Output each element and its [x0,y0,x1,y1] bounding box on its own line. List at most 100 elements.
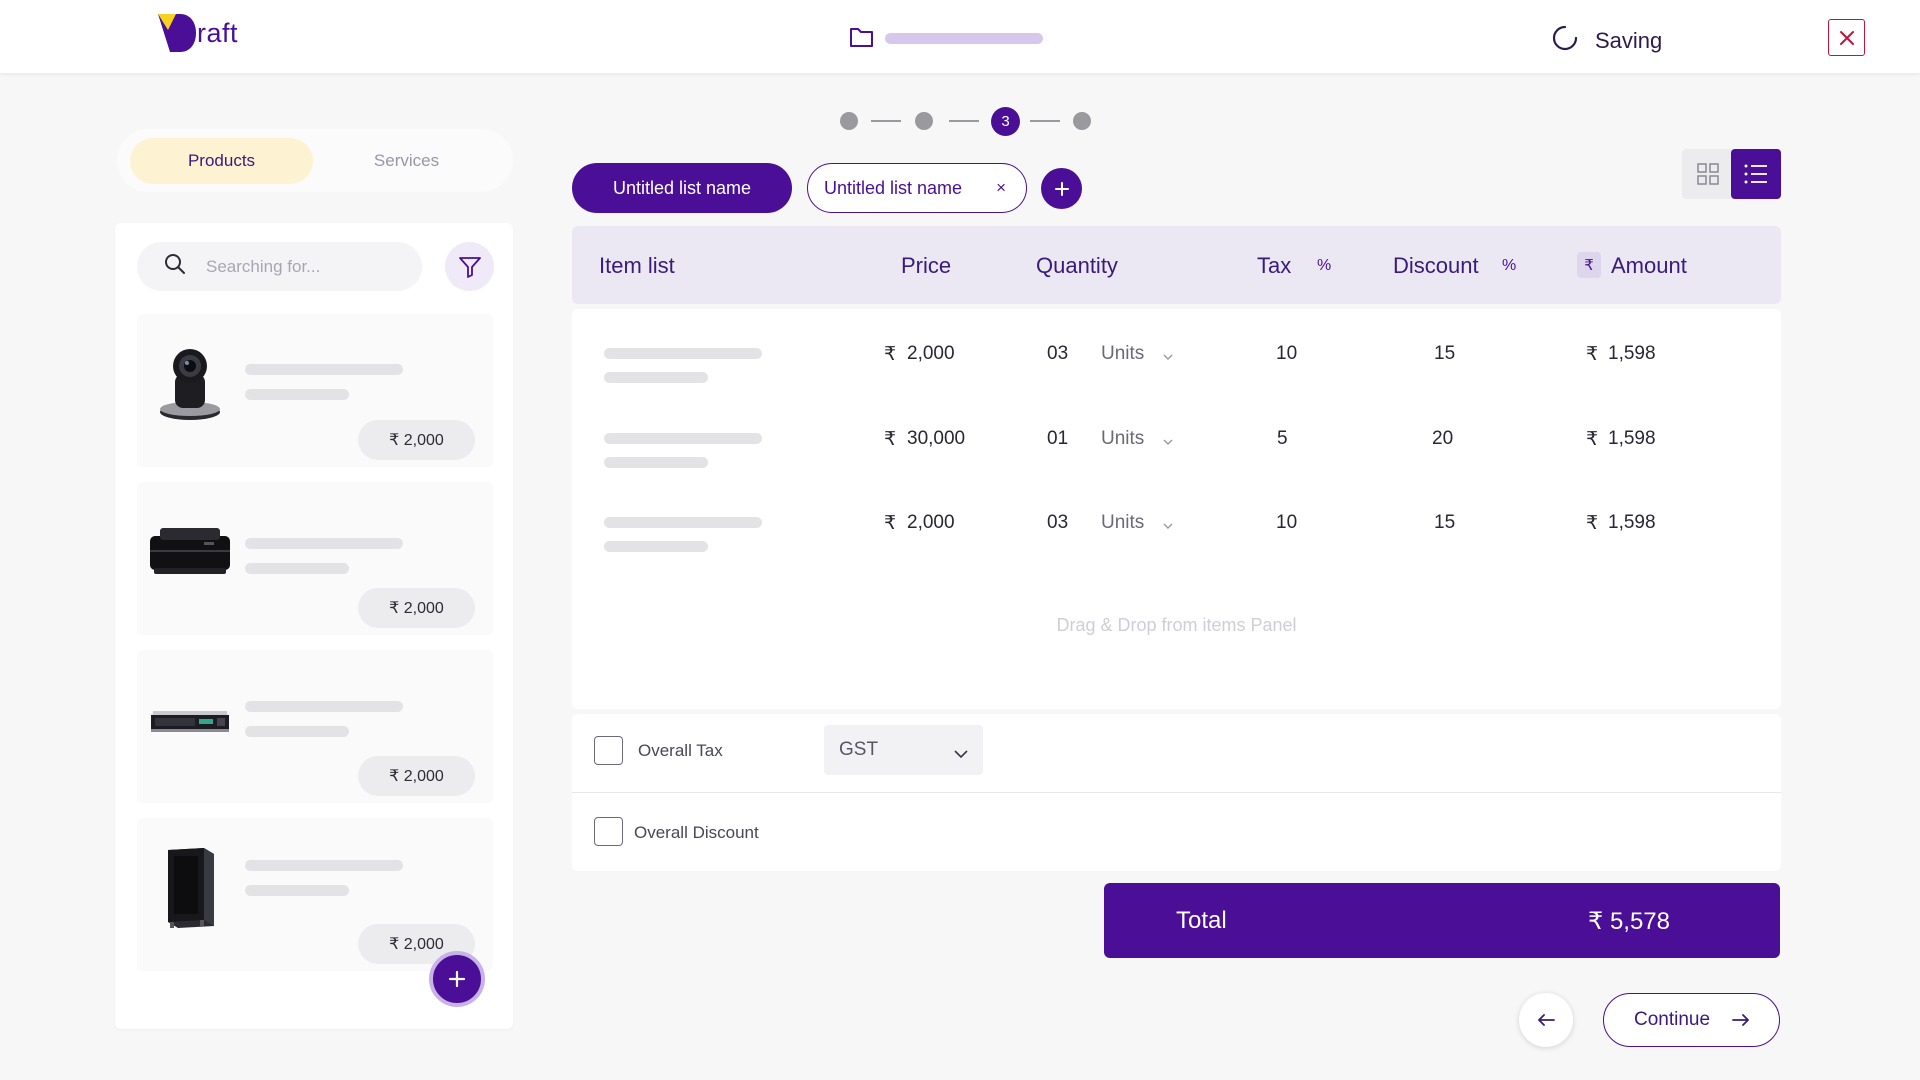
col-item-list: Item list [599,253,675,278]
item-desc-placeholder [604,541,708,552]
overall-settings: Overall Tax GST Overall Discount [572,714,1781,871]
table-row[interactable]: ₹ 2,000 03 Units 10 15 ₹ 1,598 [572,336,1781,396]
step-4[interactable] [1073,112,1091,130]
amount-value: 1,598 [1608,428,1656,449]
total-label: Total [1176,907,1227,934]
logo-mark-icon [156,14,196,52]
product-card[interactable]: ₹ 2,000 [137,650,493,803]
discount-value[interactable]: 15 [1434,343,1456,364]
list-tab-active[interactable]: Untitled list name [572,163,792,213]
list-tab-label: Untitled list name [824,177,963,198]
grid-view-button[interactable] [1682,149,1733,199]
product-card[interactable]: ₹ 2,000 [137,818,493,971]
quantity-value[interactable]: 03 [1047,343,1069,364]
product-desc-placeholder [245,563,349,574]
folder-icon[interactable] [849,26,874,53]
product-card[interactable]: ₹ 2,000 [137,314,493,467]
search-icon [164,253,186,280]
product-desc-placeholder [245,726,349,737]
product-service-tabs: Products Services [117,129,513,192]
table-row[interactable]: ₹ 2,000 03 Units 10 15 ₹ 1,598 [572,505,1781,565]
tax-value[interactable]: 5 [1277,428,1288,449]
logo-text: raft [197,17,239,48]
document-title-placeholder[interactable] [885,33,1043,44]
table-body: ₹ 2,000 03 Units 10 15 ₹ 1,598 ₹ 30,000 … [572,309,1781,709]
drop-zone-hint[interactable]: Drag & Drop from items Panel [1056,615,1297,635]
item-desc-placeholder [604,457,708,468]
list-tab[interactable]: Untitled list name × [807,163,1027,213]
price-value[interactable]: 2,000 [907,512,955,533]
product-name-placeholder [245,701,403,712]
step-1[interactable] [840,112,858,130]
amount-currency: ₹ [1586,344,1599,365]
quantity-value[interactable]: 01 [1047,428,1069,449]
col-discount: Discount [1393,253,1479,278]
arrow-right-icon [1732,1014,1749,1026]
tax-value[interactable]: 10 [1276,343,1298,364]
overall-discount-checkbox[interactable] [594,817,623,846]
price-value[interactable]: 2,000 [907,343,955,364]
remove-list-icon[interactable]: × [996,178,1006,197]
back-button[interactable] [1519,993,1573,1047]
step-connector [1030,120,1060,122]
product-price: ₹ 2,000 [358,756,475,796]
product-card[interactable]: ₹ 2,000 [137,482,493,635]
tax-type-select[interactable]: GST [824,725,983,775]
product-price: ₹ 2,000 [358,420,475,460]
product-desc-placeholder [245,885,349,896]
close-button[interactable] [1828,19,1865,56]
item-name-placeholder [604,348,762,359]
overall-tax-label: Overall Tax [638,741,723,760]
add-list-button[interactable] [1041,168,1082,209]
search-input[interactable] [206,256,396,277]
items-panel: ₹ 2,000 ₹ 2,000 [115,223,513,1029]
total-value: ₹ 5,578 [1588,908,1670,935]
tab-products[interactable]: Products [130,138,313,184]
product-name-placeholder [245,364,403,375]
price-value[interactable]: 30,000 [907,428,966,449]
discount-value[interactable]: 15 [1434,512,1456,533]
table-row[interactable]: ₹ 30,000 01 Units 5 20 ₹ 1,598 [572,421,1781,481]
continue-label: Continue [1634,1009,1711,1030]
product-price: ₹ 2,000 [358,588,475,628]
tax-type-value: GST [839,739,879,760]
step-3-active[interactable]: 3 [991,107,1020,136]
grid-icon [1696,163,1719,185]
price-currency: ₹ [884,429,897,450]
filter-button[interactable] [445,242,494,291]
chevron-down-icon[interactable] [1162,348,1174,366]
unit-select[interactable]: Units [1101,343,1145,364]
filter-icon [458,256,481,278]
spinner-icon [1551,24,1579,57]
rupee-icon: ₹ [1577,252,1601,278]
list-view-button[interactable] [1731,149,1781,199]
col-amount: Amount [1611,253,1687,278]
col-tax: Tax [1257,253,1292,278]
price-currency: ₹ [884,513,897,534]
product-name-placeholder [245,860,403,871]
discount-percent-unit: % [1502,257,1517,274]
quantity-value[interactable]: 03 [1047,512,1069,533]
close-icon [1839,30,1854,45]
overall-tax-checkbox[interactable] [594,736,623,765]
saving-status: Saving [1551,24,1662,57]
continue-button[interactable]: Continue [1603,993,1780,1047]
step-2[interactable] [915,112,933,130]
tab-services[interactable]: Services [373,151,440,170]
server-icon [145,670,235,770]
item-name-placeholder [604,517,762,528]
chevron-down-icon[interactable] [1162,517,1174,535]
unit-select[interactable]: Units [1101,428,1145,449]
product-desc-placeholder [245,389,349,400]
unit-select[interactable]: Units [1101,512,1145,533]
discount-value[interactable]: 20 [1432,428,1454,449]
draft-logo[interactable]: raft [156,14,238,52]
saving-text: Saving [1595,27,1663,53]
chevron-down-icon[interactable] [1162,433,1174,451]
chevron-down-icon [953,743,969,765]
add-product-button[interactable] [429,951,485,1007]
product-name-placeholder [245,538,403,549]
tax-value[interactable]: 10 [1276,512,1298,533]
webcam-icon [145,334,235,434]
price-currency: ₹ [884,344,897,365]
